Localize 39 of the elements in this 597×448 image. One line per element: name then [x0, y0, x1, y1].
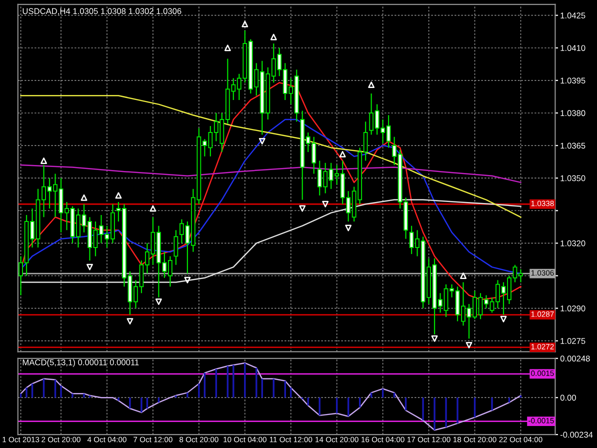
y-tick-label: 1.0275	[560, 338, 586, 344]
point	[155, 298, 162, 305]
y-tick-label: 1.0410	[560, 45, 586, 51]
point	[184, 276, 191, 284]
point	[80, 194, 88, 201]
y-tick-label: 1.0380	[560, 110, 586, 116]
point	[431, 335, 438, 342]
line-series	[20, 199, 522, 283]
point	[322, 200, 329, 208]
line-series	[20, 94, 522, 218]
point	[115, 192, 122, 199]
point	[460, 272, 466, 279]
y-tick-label: 1.0290	[560, 305, 586, 312]
y-tick-label: 1.0365	[560, 142, 586, 149]
y-tick-label: 1.0395	[560, 78, 586, 84]
point	[345, 224, 352, 232]
point	[270, 34, 277, 40]
y-tick-label: 1.0425	[560, 12, 586, 18]
y-tick-label: 0.00	[560, 394, 576, 401]
point	[242, 20, 248, 28]
y-tick-label: 1.0350	[560, 175, 586, 182]
point	[86, 264, 93, 270]
y-tick-label: 0.00248	[560, 356, 590, 362]
point	[500, 316, 507, 322]
point	[368, 82, 375, 88]
chart-title: USDCAD,H4 1.0305 1.0308 1.0302 1.0306	[22, 8, 182, 16]
point	[150, 205, 156, 212]
point	[258, 138, 266, 144]
point	[299, 205, 306, 212]
line-series	[20, 164, 522, 184]
y-tick-label: -0.00234	[560, 432, 593, 438]
point	[224, 44, 231, 52]
point	[466, 342, 472, 348]
y-tick-label: 1.0320	[560, 240, 586, 246]
candlestick	[174, 230, 178, 266]
point	[339, 150, 346, 158]
point	[126, 318, 134, 325]
chart-title: MACD(5,13,1) 0.00011 0.00011	[22, 359, 139, 367]
point	[40, 157, 47, 164]
